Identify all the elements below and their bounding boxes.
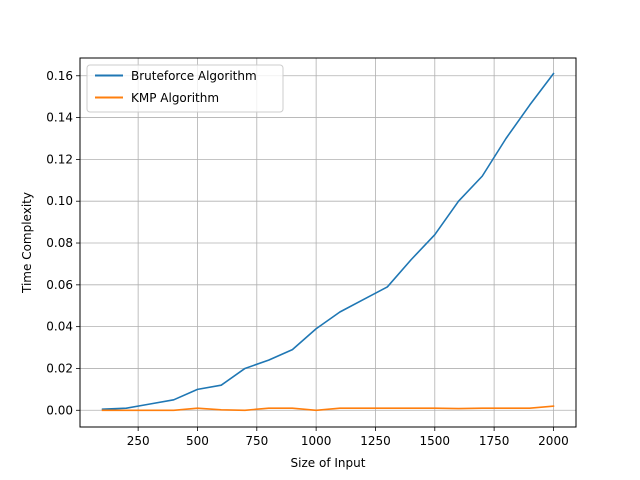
y-tick-label: 0.12 [46, 152, 73, 166]
x-tick-label: 1250 [360, 434, 391, 448]
y-tick-label: 0.04 [46, 320, 73, 334]
legend-label-bruteforce: Bruteforce Algorithm [131, 69, 257, 83]
x-tick-label: 500 [186, 434, 209, 448]
y-axis-label: Time Complexity [20, 192, 34, 294]
series-line-kmp [101, 405, 555, 412]
y-tick-label: 0.02 [46, 361, 73, 375]
x-tick-label: 1750 [479, 434, 510, 448]
x-tick-label: 2000 [538, 434, 569, 448]
x-axis-label: Size of Input [291, 456, 366, 470]
legend-frame [86, 64, 284, 113]
series-lines [101, 72, 555, 412]
legend: Bruteforce Algorithm KMP Algorithm [86, 64, 284, 113]
x-tick-label: 1000 [301, 434, 332, 448]
x-axis-ticks: 250 500 750 1000 1250 1500 1750 2000 [127, 427, 569, 448]
y-tick-label: 0.00 [46, 403, 73, 417]
series-line-bruteforce [101, 72, 555, 411]
plot-frame [79, 57, 577, 428]
y-axis-ticks: 0.00 0.02 0.04 0.06 0.08 0.10 0.12 0.14 0.16 [46, 69, 80, 417]
legend-label-kmp: KMP Algorithm [131, 91, 219, 105]
y-tick-label: 0.06 [46, 278, 73, 292]
x-tick-label: 250 [127, 434, 150, 448]
y-tick-label: 0.14 [46, 111, 73, 125]
y-tick-label: 0.08 [46, 236, 73, 250]
y-tick-label: 0.10 [46, 194, 73, 208]
y-tick-label: 0.16 [46, 69, 73, 83]
x-tick-label: 1500 [420, 434, 451, 448]
x-tick-label: 750 [245, 434, 268, 448]
